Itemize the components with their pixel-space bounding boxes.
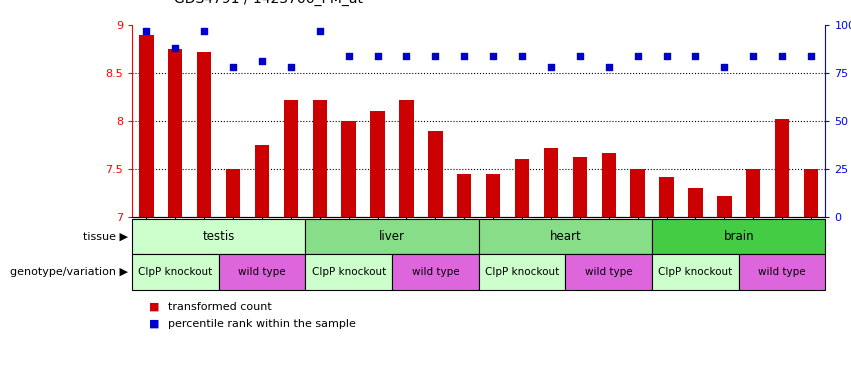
Bar	[168, 49, 182, 217]
Bar	[306, 219, 478, 254]
Bar	[652, 219, 825, 254]
Point	[486, 53, 500, 59]
Text: genotype/variation ▶: genotype/variation ▶	[9, 267, 128, 277]
Text: wild type: wild type	[585, 267, 632, 277]
Point	[429, 53, 443, 59]
Point	[602, 64, 615, 70]
Text: wild type: wild type	[758, 267, 806, 277]
Text: liver: liver	[379, 230, 405, 243]
Bar	[132, 254, 219, 290]
Text: wild type: wild type	[412, 267, 460, 277]
Bar	[139, 35, 153, 217]
Bar	[399, 100, 414, 217]
Text: ■: ■	[149, 302, 159, 312]
Point	[255, 58, 269, 65]
Point	[688, 53, 702, 59]
Point	[342, 53, 356, 59]
Text: ClpP knockout: ClpP knockout	[659, 267, 733, 277]
Text: heart: heart	[550, 230, 581, 243]
Text: testis: testis	[203, 230, 235, 243]
Point	[168, 45, 182, 51]
Point	[717, 64, 731, 70]
Point	[458, 53, 471, 59]
Text: transformed count: transformed count	[168, 302, 271, 312]
Bar	[283, 100, 298, 217]
Point	[371, 53, 385, 59]
Bar	[602, 153, 616, 217]
Bar	[226, 169, 240, 217]
Bar	[197, 52, 211, 217]
Text: ClpP knockout: ClpP knockout	[485, 267, 559, 277]
Bar	[457, 174, 471, 217]
Text: ■: ■	[149, 319, 159, 329]
Text: ClpP knockout: ClpP knockout	[138, 267, 213, 277]
Point	[544, 64, 557, 70]
Point	[226, 64, 240, 70]
Bar	[370, 111, 385, 217]
Point	[804, 53, 818, 59]
Bar	[312, 100, 327, 217]
Bar	[746, 169, 761, 217]
Bar	[804, 169, 819, 217]
Text: ClpP knockout: ClpP knockout	[311, 267, 386, 277]
Text: percentile rank within the sample: percentile rank within the sample	[168, 319, 356, 329]
Text: tissue ▶: tissue ▶	[83, 232, 128, 242]
Point	[313, 28, 327, 34]
Bar	[717, 196, 732, 217]
Bar	[392, 254, 478, 290]
Bar	[775, 119, 790, 217]
Bar	[478, 219, 652, 254]
Text: wild type: wild type	[238, 267, 286, 277]
Point	[775, 53, 789, 59]
Bar	[652, 254, 739, 290]
Point	[631, 53, 644, 59]
Bar	[573, 157, 587, 217]
Bar	[306, 254, 392, 290]
Point	[746, 53, 760, 59]
Bar	[219, 254, 306, 290]
Bar	[544, 148, 558, 217]
Bar	[565, 254, 652, 290]
Bar	[478, 254, 565, 290]
Bar	[631, 169, 645, 217]
Bar	[132, 219, 306, 254]
Bar	[688, 188, 703, 217]
Point	[284, 64, 298, 70]
Bar	[254, 145, 269, 217]
Bar	[428, 131, 443, 217]
Point	[197, 28, 211, 34]
Bar	[660, 177, 674, 217]
Point	[400, 53, 414, 59]
Point	[140, 28, 153, 34]
Point	[573, 53, 586, 59]
Bar	[341, 121, 356, 217]
Point	[660, 53, 673, 59]
Point	[515, 53, 528, 59]
Bar	[486, 174, 500, 217]
Text: GDS4791 / 1423766_PM_at: GDS4791 / 1423766_PM_at	[174, 0, 363, 6]
Bar	[515, 159, 529, 217]
Bar	[739, 254, 825, 290]
Text: brain: brain	[723, 230, 754, 243]
